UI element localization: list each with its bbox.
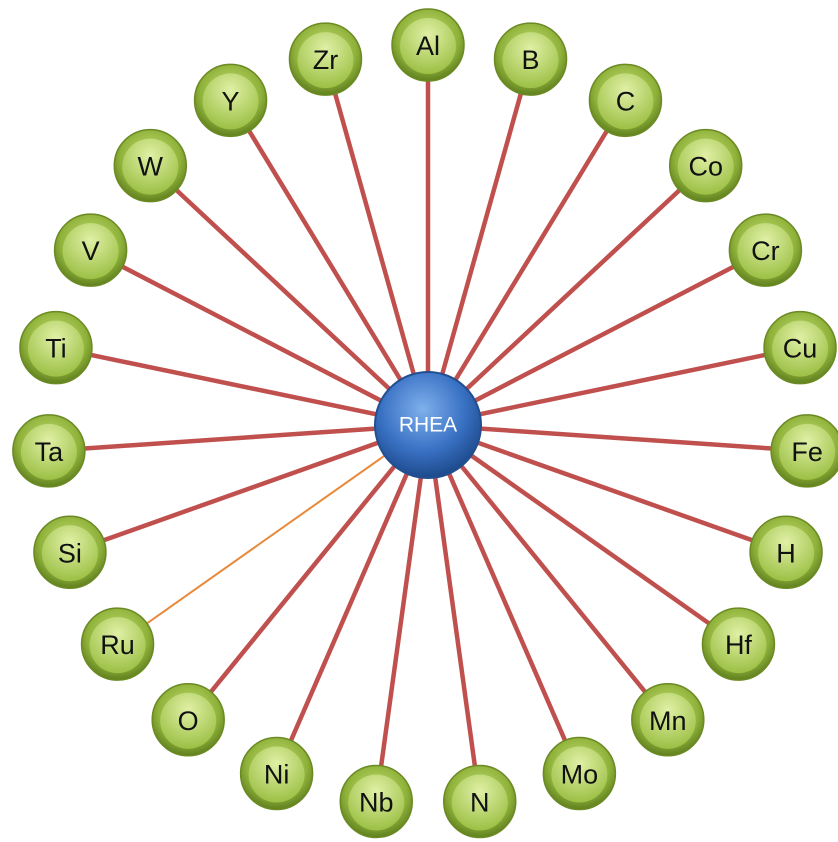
hub-circle (374, 371, 482, 479)
node-inner (551, 746, 608, 803)
element-node: H (749, 515, 823, 590)
edge (475, 352, 768, 418)
node-inner (297, 32, 354, 89)
node-label: Fe (791, 437, 823, 467)
element-node: Cu (763, 310, 837, 385)
edge (378, 473, 424, 769)
element-node: Nb (339, 764, 414, 839)
node-inner (122, 138, 179, 195)
edge (173, 187, 394, 394)
node-label: Nb (359, 787, 394, 817)
node-inner (248, 746, 305, 803)
node-inner (758, 525, 815, 582)
edge (432, 473, 478, 769)
edge (144, 452, 389, 626)
node-inner (202, 73, 259, 130)
node-inner (772, 320, 829, 377)
element-node: B (493, 22, 568, 96)
node-inner (400, 18, 456, 74)
element-node: Al (391, 8, 465, 82)
node-inner (160, 692, 217, 749)
element-node: V (53, 213, 128, 287)
node-label: H (776, 538, 796, 568)
node-label: B (522, 45, 540, 75)
edge (470, 263, 737, 405)
node-label: Cu (783, 334, 818, 364)
node-label: Ti (45, 334, 67, 364)
node-inner (737, 223, 794, 280)
node-label: V (82, 236, 100, 266)
element-node: Ni (239, 736, 314, 811)
element-node: Y (193, 63, 268, 138)
element-node: Cr (728, 213, 803, 287)
edge (473, 439, 755, 543)
edge (332, 91, 417, 379)
node-label: W (138, 152, 164, 182)
element-node: Fe (770, 414, 838, 488)
node-label: C (616, 86, 636, 116)
node-label: N (470, 787, 490, 817)
node-label: Ni (264, 760, 290, 790)
node-inner (779, 423, 836, 480)
element-node: Mn (631, 683, 705, 757)
edge (246, 128, 405, 385)
nodes: Al B C Co Cr Cu Fe H Hf Mn Mo N Nb Ni O Ru Si Ta Ti V W Y Zr (12, 8, 838, 839)
node-label: Ru (100, 630, 135, 660)
edge (288, 469, 411, 744)
element-node: Zr (288, 22, 363, 96)
node-inner (20, 423, 77, 480)
hub: RHEA (374, 371, 482, 479)
node-inner (62, 223, 119, 280)
edge (462, 187, 683, 394)
node-inner (89, 617, 146, 674)
node-label: Y (222, 86, 240, 116)
node-inner (597, 73, 654, 130)
edge (207, 461, 399, 695)
element-node: Si (33, 515, 107, 590)
element-node: Hf (701, 607, 776, 681)
node-inner (451, 774, 508, 831)
hub-label: RHEA (399, 414, 457, 437)
node-inner (677, 138, 734, 195)
node-label: Co (688, 152, 723, 182)
edge (457, 461, 649, 695)
element-node: W (113, 128, 188, 203)
node-label: Mo (561, 760, 599, 790)
node-label: Zr (313, 45, 338, 75)
element-node: Mo (542, 736, 617, 811)
element-node: Co (668, 128, 743, 203)
edge (88, 352, 381, 418)
edge (101, 439, 383, 543)
element-node: O (151, 683, 225, 757)
node-label: Ta (35, 437, 65, 467)
edge (466, 451, 712, 627)
node-label: Cr (751, 236, 780, 266)
element-node: Ti (19, 310, 93, 385)
edge (451, 128, 610, 385)
edge (476, 426, 774, 451)
node-inner (502, 32, 559, 89)
node-label: O (178, 706, 199, 736)
element-node: Ta (12, 414, 86, 488)
node-label: Hf (725, 630, 752, 660)
edges (82, 79, 774, 769)
edge (445, 469, 568, 744)
edge (439, 91, 524, 379)
element-node: N (442, 764, 517, 839)
edge (119, 263, 386, 405)
node-inner (710, 617, 767, 674)
node-inner (41, 525, 98, 582)
edge (82, 426, 380, 451)
element-node: C (588, 63, 663, 138)
node-inner (348, 774, 405, 831)
node-label: Al (416, 31, 440, 61)
node-label: Mn (649, 706, 687, 736)
node-inner (27, 320, 84, 377)
element-node: Ru (80, 607, 155, 681)
node-inner (639, 692, 696, 749)
node-label: Si (58, 538, 82, 568)
